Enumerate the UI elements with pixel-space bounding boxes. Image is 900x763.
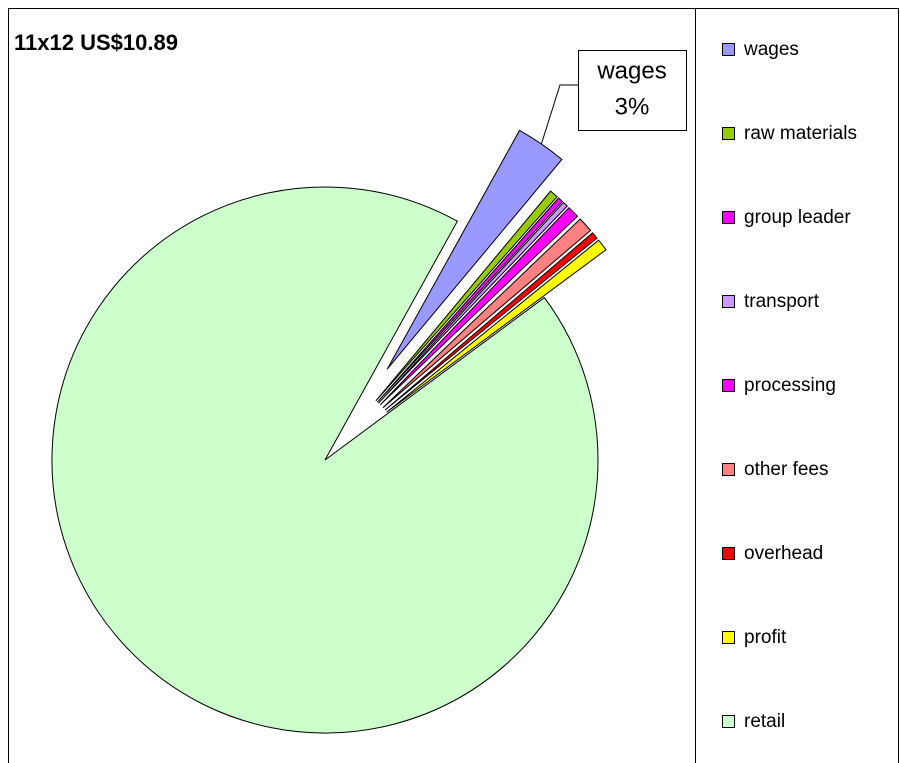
pie-slice	[382, 218, 592, 409]
legend-swatch	[722, 211, 735, 224]
pie-slice	[386, 239, 607, 413]
legend-swatch	[722, 127, 735, 140]
legend-label: retail	[744, 711, 785, 732]
legend-swatch	[722, 43, 735, 56]
legend-swatch	[722, 631, 735, 644]
legend-swatch	[722, 547, 735, 560]
legend-swatch	[722, 379, 735, 392]
data-label-name: wages	[596, 57, 666, 84]
leader-line	[540, 84, 578, 145]
legend-label: overhead	[744, 543, 823, 564]
pie-slice	[51, 186, 599, 734]
data-label-value: 3%	[615, 93, 650, 120]
pie-slice	[384, 232, 598, 411]
pie-slice	[378, 201, 568, 404]
legend-label: group leader	[744, 207, 851, 228]
chart-title: 11x12 US$10.89	[14, 30, 178, 55]
pie-slice	[376, 197, 564, 403]
pie-slice	[375, 190, 558, 402]
legend-label: transport	[744, 291, 820, 312]
legend-label: other fees	[744, 459, 829, 480]
legend-swatch	[722, 715, 735, 728]
data-label-box	[578, 50, 687, 131]
legend-label: wages	[743, 39, 799, 60]
legend-label: raw materials	[744, 123, 857, 144]
legend-label: profit	[744, 627, 787, 648]
legend-swatch	[722, 463, 735, 476]
pie-slice	[379, 206, 579, 406]
legend-label: processing	[744, 375, 836, 396]
legend-swatch	[722, 295, 735, 308]
